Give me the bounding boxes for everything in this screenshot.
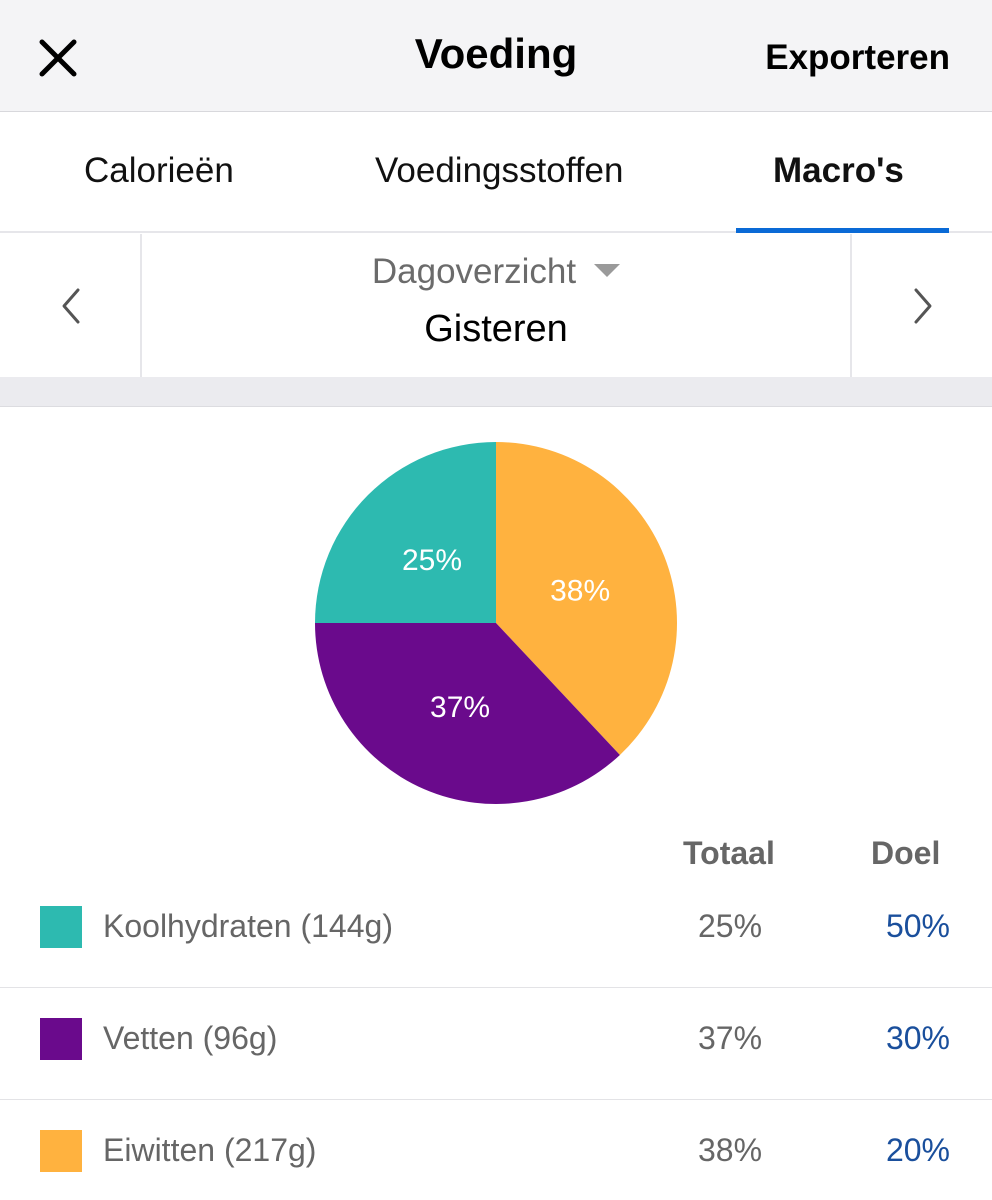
chevron-left-icon bbox=[62, 288, 80, 324]
section-separator bbox=[0, 377, 992, 407]
macro-name: Koolhydraten (144g) bbox=[103, 908, 393, 944]
pie-slice-0 bbox=[496, 442, 677, 755]
tab-macros[interactable]: Macro's bbox=[773, 151, 904, 190]
date-mode-label: Dagoverzicht bbox=[371, 252, 577, 291]
export-button[interactable]: Exporteren bbox=[765, 38, 950, 77]
pie-slice-label-0: 38% bbox=[550, 575, 610, 608]
macro-name: Eiwitten (217g) bbox=[103, 1132, 317, 1168]
pie-slice-label-1: 37% bbox=[430, 691, 490, 724]
pie-slice-1 bbox=[315, 623, 620, 804]
macro-row-protein[interactable]: Eiwitten (217g) 38% 20% bbox=[0, 1100, 992, 1200]
caret-down-icon bbox=[594, 264, 621, 278]
macro-name: Vetten (96g) bbox=[103, 1020, 278, 1056]
macro-goal: 30% bbox=[885, 1020, 950, 1056]
macro-total: 25% bbox=[697, 908, 763, 944]
macro-total: 38% bbox=[697, 1132, 763, 1168]
selected-date: Gisteren bbox=[424, 308, 568, 350]
macro-pie-chart: 38% 37% 25% bbox=[0, 407, 992, 827]
chevron-right-icon bbox=[914, 288, 932, 324]
protein-color-swatch bbox=[40, 1130, 82, 1172]
close-button[interactable] bbox=[30, 30, 86, 86]
column-header-total: Totaal bbox=[683, 835, 775, 871]
tab-calories[interactable]: Calorieën bbox=[84, 151, 234, 190]
top-bar: Voeding Exporteren bbox=[0, 0, 992, 112]
macro-row-carbs[interactable]: Koolhydraten (144g) 25% 50% bbox=[0, 876, 992, 988]
tab-bar: Calorieën Voedingsstoffen Macro's bbox=[0, 113, 992, 233]
pie-slice-label-2: 25% bbox=[402, 544, 462, 577]
macro-total: 37% bbox=[697, 1020, 763, 1056]
macro-row-fat[interactable]: Vetten (96g) 37% 30% bbox=[0, 988, 992, 1100]
pie-slice-2 bbox=[315, 442, 496, 623]
active-tab-indicator bbox=[736, 228, 949, 233]
date-selector: Dagoverzicht Gisteren bbox=[0, 234, 992, 377]
macro-goal: 20% bbox=[885, 1132, 950, 1168]
close-icon bbox=[39, 39, 77, 77]
macro-goal: 50% bbox=[885, 908, 950, 944]
date-mode-dropdown[interactable]: Dagoverzicht Gisteren bbox=[142, 234, 850, 377]
pie-chart-svg: 38% 37% 25% bbox=[315, 442, 677, 804]
tab-nutrients[interactable]: Voedingsstoffen bbox=[375, 151, 624, 190]
column-header-goal: Doel bbox=[871, 835, 941, 871]
fat-color-swatch bbox=[40, 1018, 82, 1060]
next-day-button[interactable] bbox=[850, 234, 992, 377]
carbs-color-swatch bbox=[40, 906, 82, 948]
previous-day-button[interactable] bbox=[0, 234, 142, 377]
date-mode-row: Dagoverzicht bbox=[142, 252, 850, 292]
